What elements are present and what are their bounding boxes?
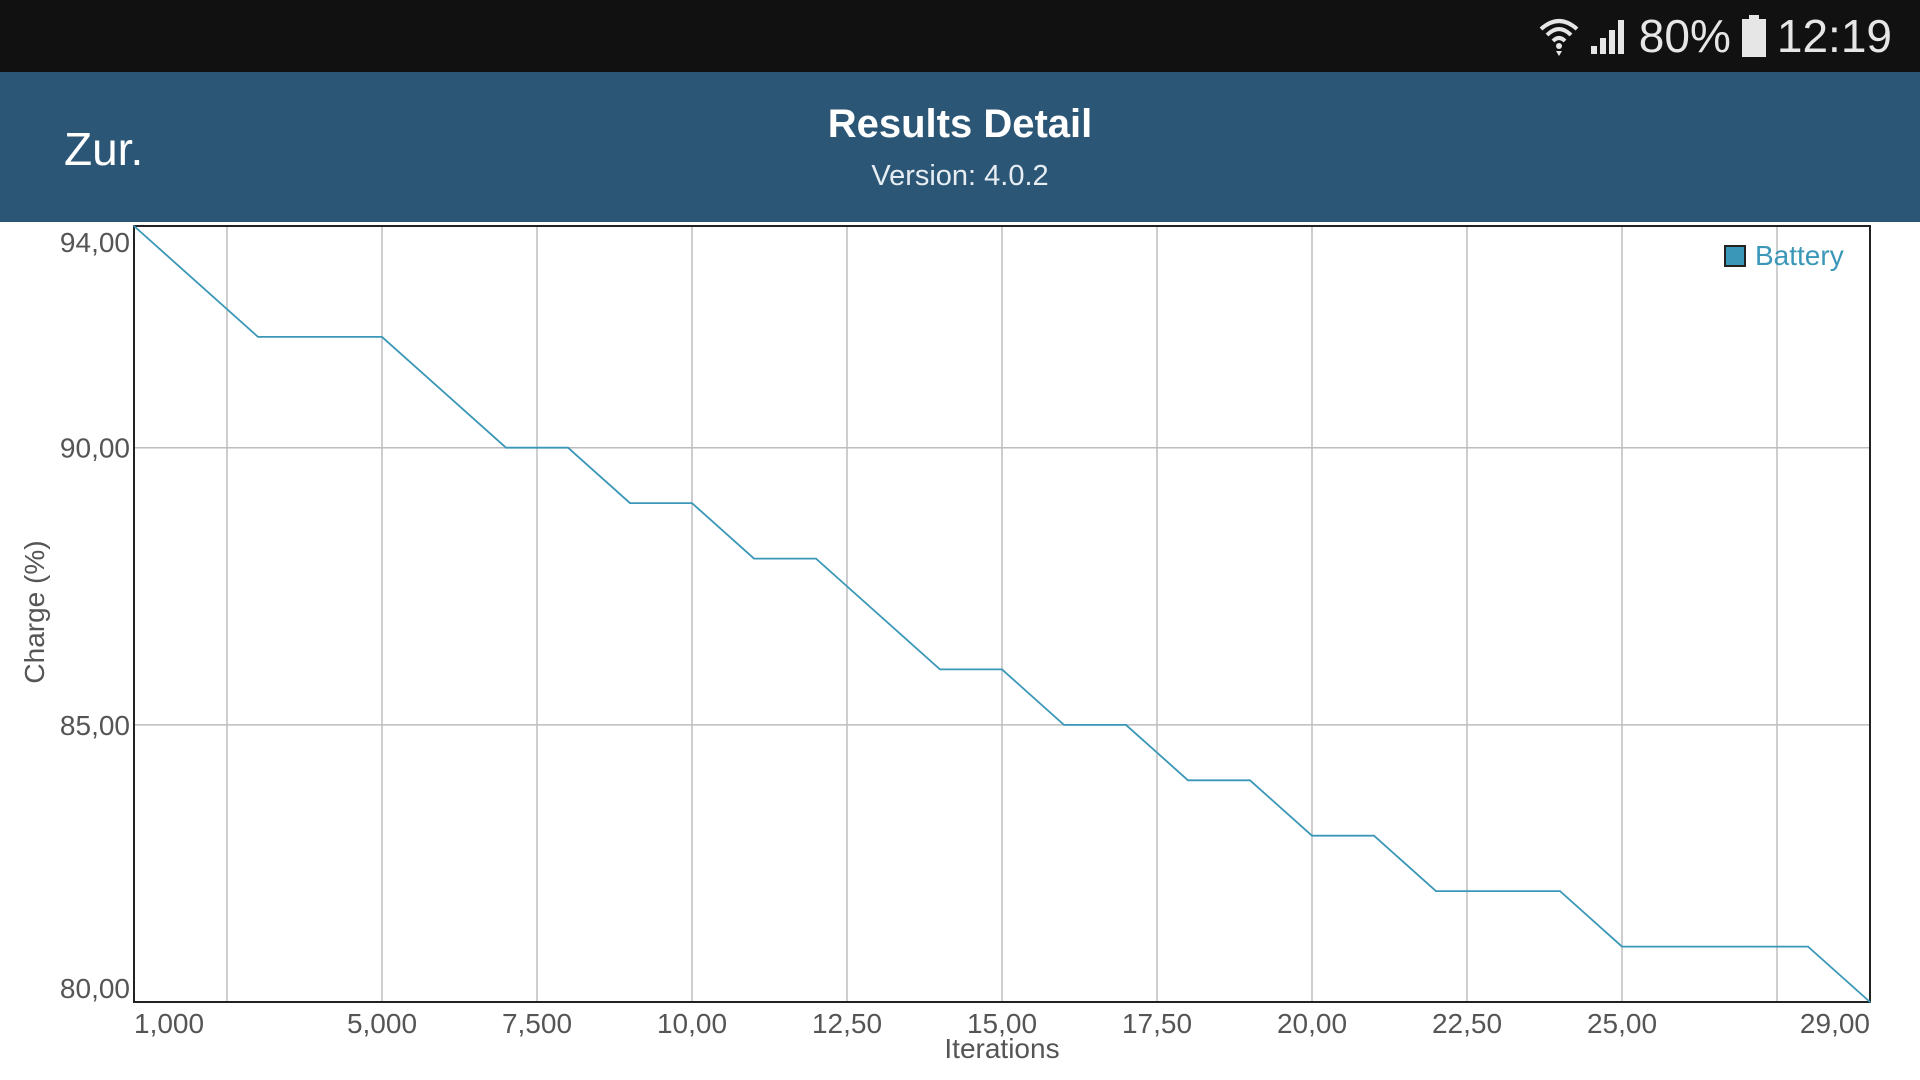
data-point	[1745, 945, 1747, 948]
data-point	[1683, 945, 1685, 948]
data-point	[691, 502, 693, 504]
data-point	[257, 336, 259, 338]
x-tick-label: 10,00	[657, 1008, 727, 1039]
back-button[interactable]: Zur.	[64, 123, 144, 175]
x-tick-label: 22,50	[1432, 1008, 1502, 1039]
legend-label-battery: Battery	[1755, 240, 1844, 271]
x-tick-label: 7,500	[502, 1008, 572, 1039]
x-tick-label: 25,00	[1587, 1008, 1657, 1039]
page-title: Results Detail	[827, 102, 1093, 146]
data-point	[1869, 1001, 1871, 1003]
data-point	[381, 336, 383, 338]
x-tick-label: 12,50	[812, 1008, 882, 1039]
x-tick-label: 17,50	[1122, 1008, 1192, 1039]
y-tick-label: 90,00	[60, 433, 130, 464]
x-tick-label: 29,00	[1800, 1008, 1870, 1039]
y-tick-label: 80,00	[60, 973, 130, 1004]
data-point	[1435, 890, 1437, 892]
signal-icon	[1590, 20, 1624, 54]
clock: 12:19	[1776, 10, 1892, 62]
data-point	[567, 446, 569, 449]
data-point	[1001, 668, 1003, 671]
data-point	[1559, 890, 1561, 892]
x-tick-label: 5,000	[347, 1008, 417, 1039]
x-tick-label: 15,00	[967, 1008, 1037, 1039]
grid-layer	[134, 226, 1870, 1002]
data-point	[1063, 724, 1065, 726]
x-tick-label: 20,00	[1277, 1008, 1347, 1039]
data-point	[1373, 834, 1375, 837]
data-point	[1311, 834, 1313, 837]
x-tick-label: 1,000	[134, 1008, 204, 1039]
data-point	[505, 446, 507, 449]
data-point	[1497, 890, 1499, 892]
data-point	[1621, 945, 1623, 948]
y-tick-label: 85,00	[60, 710, 130, 741]
legend-swatch	[1724, 245, 1746, 267]
data-point	[133, 225, 135, 227]
battery-icon	[1741, 15, 1766, 57]
data-point	[815, 557, 817, 560]
x-axis-label: Iterations	[944, 1033, 1059, 1064]
data-point	[629, 502, 631, 504]
status-bar: 80% 12:19	[0, 0, 1920, 72]
plot-frame	[133, 225, 1871, 1003]
data-point	[1125, 724, 1127, 726]
data-point	[939, 668, 941, 671]
legend[interactable]: Battery	[1724, 240, 1844, 271]
version-subtitle: Version: 4.0.2	[871, 160, 1049, 192]
battery-chart: 1,000 5,000 7,500 10,00 12,50 15,00 17,50 20,00…	[19, 225, 1871, 1064]
app-header: Zur. Results Detail Version: 4.0.2	[0, 72, 1920, 222]
y-tick-label: 94,00	[60, 227, 130, 258]
wifi-icon	[1539, 19, 1579, 56]
data-point	[1187, 779, 1189, 782]
series-layer	[133, 225, 1871, 1003]
data-point	[753, 557, 755, 560]
battery-percentage: 80%	[1638, 10, 1731, 62]
y-axis-label: Charge (%)	[19, 540, 50, 683]
series-line-battery	[133, 225, 1871, 1003]
tick-layer: 1,000 5,000 7,500 10,00 12,50 15,00 17,50 20,00…	[60, 227, 1870, 1039]
data-point	[1807, 945, 1809, 948]
data-point	[877, 613, 879, 615]
data-point	[1249, 779, 1251, 782]
